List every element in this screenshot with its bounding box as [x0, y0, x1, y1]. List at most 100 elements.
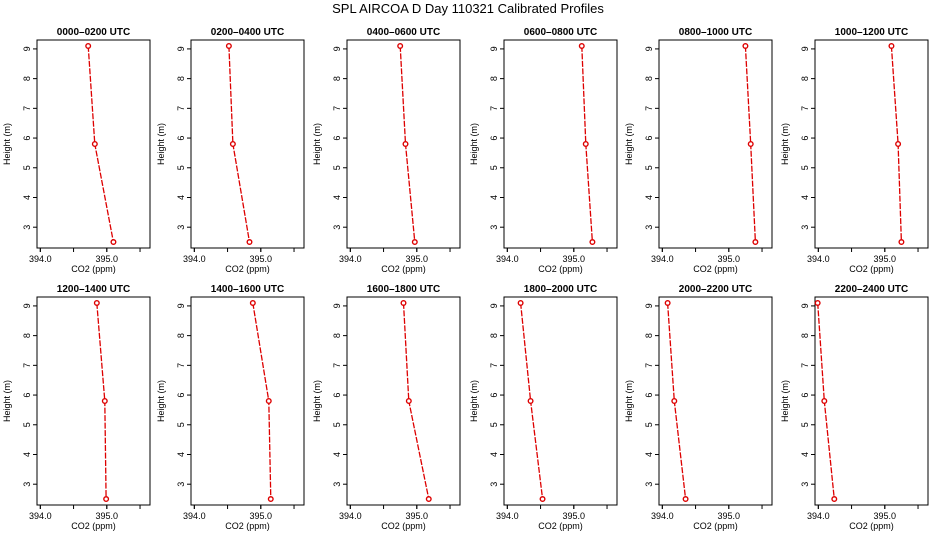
y-axis-label: Height (m): [312, 380, 322, 422]
profile-point: [229, 140, 236, 147]
y-tick-label: 6: [176, 393, 186, 398]
x-tick-label: 394.0: [496, 511, 519, 521]
panel-title: 0800–1000 UTC: [679, 27, 752, 38]
profile-point: [93, 299, 100, 306]
y-tick-label: 7: [800, 363, 810, 368]
y-tick-label: 6: [800, 393, 810, 398]
profile-point: [267, 496, 274, 503]
y-tick-label: 4: [489, 452, 499, 457]
y-tick-label: 5: [489, 165, 499, 170]
y-tick-label: 9: [22, 303, 32, 308]
x-tick-label: 394.0: [339, 254, 362, 264]
profile-point: [402, 140, 409, 147]
y-tick-label: 4: [800, 195, 810, 200]
profile-point: [578, 42, 585, 49]
y-tick-label: 9: [800, 46, 810, 51]
y-tick-label: 8: [22, 76, 32, 81]
plot-frame: [814, 296, 929, 506]
x-axis-label: CO2 (ppm): [381, 521, 426, 531]
profile-point: [397, 42, 404, 49]
y-tick-label: 9: [332, 46, 342, 51]
profile-point: [814, 299, 821, 306]
y-tick-label: 6: [22, 393, 32, 398]
x-tick-label: 394.0: [29, 254, 52, 264]
profile-point: [888, 42, 895, 49]
y-tick-label: 6: [489, 393, 499, 398]
y-tick-label: 3: [644, 225, 654, 230]
x-tick-label: 394.0: [29, 511, 52, 521]
panel-title: 2000–2200 UTC: [679, 284, 752, 295]
x-tick-label: 395.0: [563, 254, 586, 264]
plot-frame: [503, 296, 618, 506]
y-tick-label: 6: [644, 136, 654, 141]
profile-point: [682, 496, 689, 503]
x-axis-label: CO2 (ppm): [538, 264, 583, 274]
y-tick-label: 7: [332, 363, 342, 368]
figure-title: SPL AIRCOA D Day 110321 Calibrated Profi…: [332, 1, 604, 16]
y-tick-label: 3: [22, 225, 32, 230]
profile-point: [411, 239, 418, 246]
profile-point: [85, 42, 92, 49]
y-tick-label: 5: [644, 422, 654, 427]
x-axis-label: CO2 (ppm): [225, 264, 270, 274]
y-tick-label: 3: [800, 225, 810, 230]
y-axis-label: Height (m): [624, 123, 634, 165]
y-axis-label: Height (m): [780, 123, 790, 165]
profile-panel: 0200–0400 UTC 394.0 395.0 3 4 5 6 7 8 9 CO2 (ppm) H…: [156, 27, 305, 274]
panels-group: 0000–0200 UTC 394.0 395.0 3 4 5 6 7 8 9 CO2 (ppm) H…: [2, 27, 929, 531]
profile-panel: 0400–0600 UTC 394.0 395.0 3 4 5 6 7 8 9 CO2 (ppm) H…: [312, 27, 461, 274]
profile-point: [752, 239, 759, 246]
y-tick-label: 4: [22, 195, 32, 200]
y-axis-label: Height (m): [156, 380, 166, 422]
profile-panel: 1600–1800 UTC 394.0 395.0 3 4 5 6 7 8 9 CO2 (ppm) H…: [312, 284, 461, 531]
y-axis-label: Height (m): [2, 123, 12, 165]
y-axis-label: Height (m): [469, 380, 479, 422]
x-tick-label: 395.0: [96, 254, 119, 264]
y-tick-label: 7: [800, 106, 810, 111]
y-tick-label: 6: [332, 393, 342, 398]
y-tick-label: 4: [332, 195, 342, 200]
y-tick-label: 3: [332, 225, 342, 230]
profile-point: [831, 496, 838, 503]
x-tick-label: 394.0: [496, 254, 519, 264]
x-axis-label: CO2 (ppm): [849, 521, 894, 531]
y-axis-label: Height (m): [2, 380, 12, 422]
y-tick-label: 6: [332, 136, 342, 141]
y-tick-label: 8: [489, 333, 499, 338]
y-tick-label: 6: [800, 136, 810, 141]
y-tick-label: 6: [489, 136, 499, 141]
y-tick-label: 7: [22, 363, 32, 368]
profile-panel: 1000–1200 UTC 394.0 395.0 3 4 5 6 7 8 9 CO2 (ppm) H…: [780, 27, 929, 274]
x-tick-label: 394.0: [651, 254, 674, 264]
y-tick-label: 5: [800, 422, 810, 427]
profile-point: [517, 299, 524, 306]
x-tick-label: 394.0: [807, 254, 830, 264]
profile-point: [91, 140, 98, 147]
profile-panel: 1400–1600 UTC 394.0 395.0 3 4 5 6 7 8 9 CO2 (ppm) H…: [156, 284, 305, 531]
y-tick-label: 8: [176, 333, 186, 338]
y-tick-label: 5: [332, 422, 342, 427]
x-tick-label: 395.0: [96, 511, 119, 521]
x-tick-label: 394.0: [339, 511, 362, 521]
profile-point: [747, 140, 754, 147]
y-tick-label: 9: [176, 303, 186, 308]
y-tick-label: 9: [489, 46, 499, 51]
y-tick-label: 9: [489, 303, 499, 308]
y-tick-label: 3: [332, 482, 342, 487]
profile-point: [742, 42, 749, 49]
y-tick-label: 5: [176, 422, 186, 427]
panel-title: 2200–2400 UTC: [835, 284, 908, 295]
x-tick-label: 394.0: [183, 254, 206, 264]
x-tick-label: 394.0: [807, 511, 830, 521]
profile-point: [265, 398, 272, 405]
profile-point: [249, 299, 256, 306]
y-axis-label: Height (m): [156, 123, 166, 165]
profile-point: [425, 496, 432, 503]
profile-panel: 0000–0200 UTC 394.0 395.0 3 4 5 6 7 8 9 CO2 (ppm) H…: [2, 27, 151, 274]
profile-point: [539, 496, 546, 503]
profile-point: [101, 398, 108, 405]
profile-point: [246, 239, 253, 246]
x-tick-label: 395.0: [250, 511, 273, 521]
y-tick-label: 5: [800, 165, 810, 170]
